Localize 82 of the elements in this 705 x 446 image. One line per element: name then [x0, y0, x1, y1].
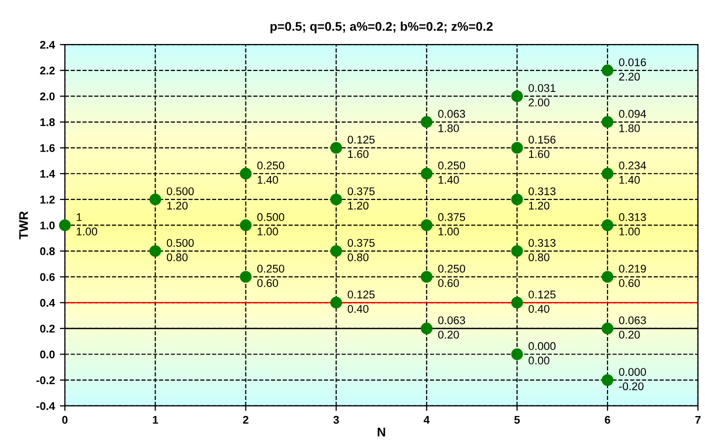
x-tick-label: 5 [514, 416, 520, 424]
y-tick-label: 1.6 [40, 144, 55, 152]
point [511, 90, 523, 102]
data-label: 0.250 1.40 [438, 162, 466, 184]
data-label: 0.125 1.60 [348, 136, 375, 158]
y-tick-label: 1.8 [40, 118, 55, 126]
y-tick-label: -0.2 [36, 376, 55, 384]
y-tick-label: 2.4 [40, 40, 56, 49]
point [602, 374, 614, 386]
data-label: 0.375 1.00 [438, 213, 466, 236]
x-tick-label: 2 [243, 416, 248, 424]
point [149, 194, 162, 206]
point [602, 116, 614, 128]
y-tick-label: -0.4 [36, 402, 56, 410]
y-tick-label: 1.4 [40, 170, 56, 178]
data-label: 0.375 0.80 [348, 238, 375, 262]
point [420, 219, 432, 232]
chart-title: p=0.5; q=0.5; a%=0.2; b%=0.2; z%=0.2 [270, 22, 493, 34]
data-label: 0.500 1.20 [166, 187, 194, 210]
data-label: 0.094 1.80 [619, 110, 646, 132]
point [420, 270, 432, 283]
x-tick-label: 1 [152, 416, 158, 424]
data-label: 0.375 1.20 [348, 187, 375, 210]
x-tick-label: 0 [62, 416, 68, 424]
data-label: 0.500 0.80 [166, 238, 194, 262]
x-axis-title: N [378, 428, 386, 436]
point [511, 296, 523, 308]
point [330, 194, 342, 206]
data-label: 0.063 0.20 [438, 316, 466, 339]
point [330, 142, 342, 154]
data-label: 0.250 0.60 [438, 264, 466, 288]
x-tick-label: 3 [333, 416, 339, 424]
data-label: 0.156 1.60 [528, 136, 556, 158]
y-tick-label: 1.2 [40, 196, 55, 204]
point [420, 116, 432, 128]
x-tick-label: 4 [424, 416, 430, 424]
x-tick-label: 7 [695, 416, 701, 424]
point [420, 322, 432, 334]
data-label: 0.313 1.20 [528, 187, 556, 210]
y-tick-label: 0.8 [40, 247, 55, 256]
point [602, 219, 614, 232]
data-label: 0.313 0.80 [528, 238, 556, 262]
point [511, 348, 523, 360]
data-label: 0.234 1.40 [619, 162, 646, 184]
point [330, 296, 342, 308]
point [602, 322, 614, 334]
y-tick-label: 0.4 [40, 298, 56, 307]
point [59, 219, 71, 232]
point [511, 245, 523, 257]
data-label: 0.219 0.60 [619, 264, 646, 288]
data-label: 0.250 1.40 [257, 162, 284, 184]
data-label: 0.031 2.00 [528, 84, 556, 106]
data-label: 1 1.00 [76, 213, 98, 236]
point [240, 168, 252, 180]
y-tick-label: 2.0 [40, 92, 55, 100]
y-tick-label: 0.6 [40, 273, 55, 281]
y-tick-label: 0.2 [40, 324, 55, 333]
y-tick-label: 2.2 [40, 66, 55, 74]
data-label: 0.063 1.80 [438, 110, 466, 132]
x-tick-label: 6 [604, 416, 610, 424]
y-axis-title: TWR [19, 211, 28, 240]
y-tick-label: 0.0 [40, 350, 55, 358]
data-label: 0.016 2.20 [619, 58, 646, 81]
data-label: 0.313 1.00 [619, 213, 646, 236]
data-label: 0.125 0.40 [528, 290, 556, 313]
point [602, 270, 614, 283]
data-label: 0.250 0.60 [257, 264, 284, 288]
point [511, 194, 523, 206]
data-label: 0.500 1.00 [257, 213, 284, 236]
data-label: 0.000 -0.20 [619, 368, 646, 390]
data-label: 0.000 0.00 [528, 342, 556, 364]
point [420, 168, 432, 180]
data-label: 0.063 0.20 [619, 316, 646, 339]
point [602, 64, 614, 76]
point [240, 270, 252, 283]
point [240, 219, 252, 232]
y-tick-label: 1.0 [40, 221, 55, 230]
point [330, 245, 342, 257]
point [511, 142, 523, 154]
point [602, 168, 614, 180]
point [149, 245, 162, 257]
data-label: 0.125 0.40 [348, 290, 375, 313]
